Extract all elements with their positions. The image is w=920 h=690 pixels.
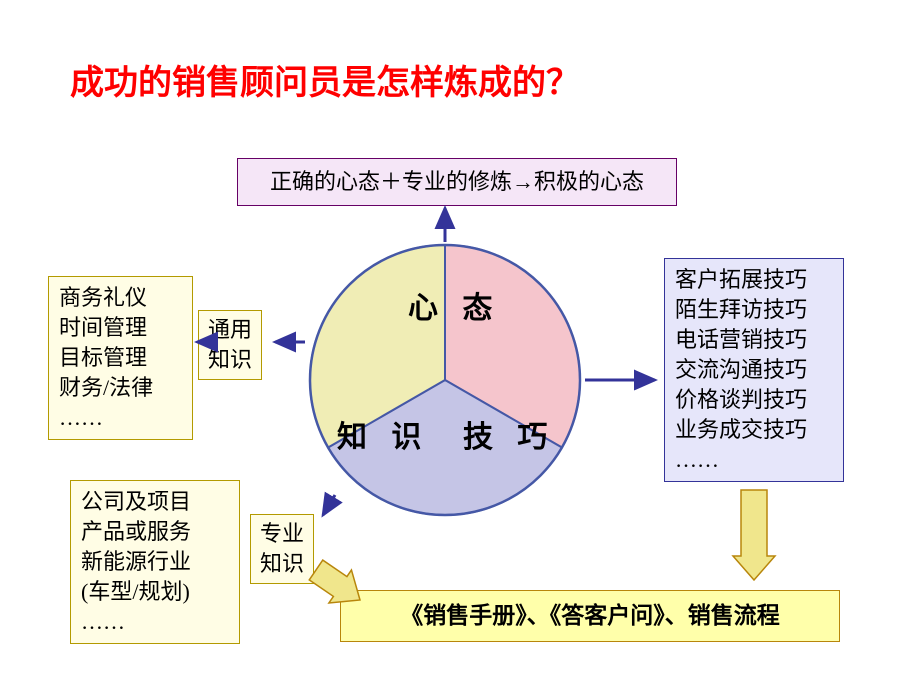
skills-box: 客户拓展技巧陌生拜访技巧电话营销技巧交流沟通技巧价格谈判技巧业务成交技巧…… xyxy=(664,258,844,482)
professional-knowledge-label: 专业知识 xyxy=(250,514,314,584)
bottom-outcome-box: 《销售手册》、《答客户问》、销售流程 xyxy=(340,590,840,642)
general-knowledge-label: 通用知识 xyxy=(198,310,262,380)
pie-label-skill: 技 巧 xyxy=(463,412,555,456)
top-formula-box: 正确的心态＋专业的修炼→积极的心态 xyxy=(237,158,677,206)
pie-label-mindset: 心 态 xyxy=(408,283,500,327)
pie-label-knowledge: 知 识 xyxy=(337,412,429,456)
general-knowledge-box: 商务礼仪时间管理目标管理财务/法律…… xyxy=(48,276,193,440)
page-title: 成功的销售顾问员是怎样炼成的？ xyxy=(70,55,580,104)
professional-knowledge-box: 公司及项目产品或服务新能源行业(车型/规划)…… xyxy=(70,480,240,644)
